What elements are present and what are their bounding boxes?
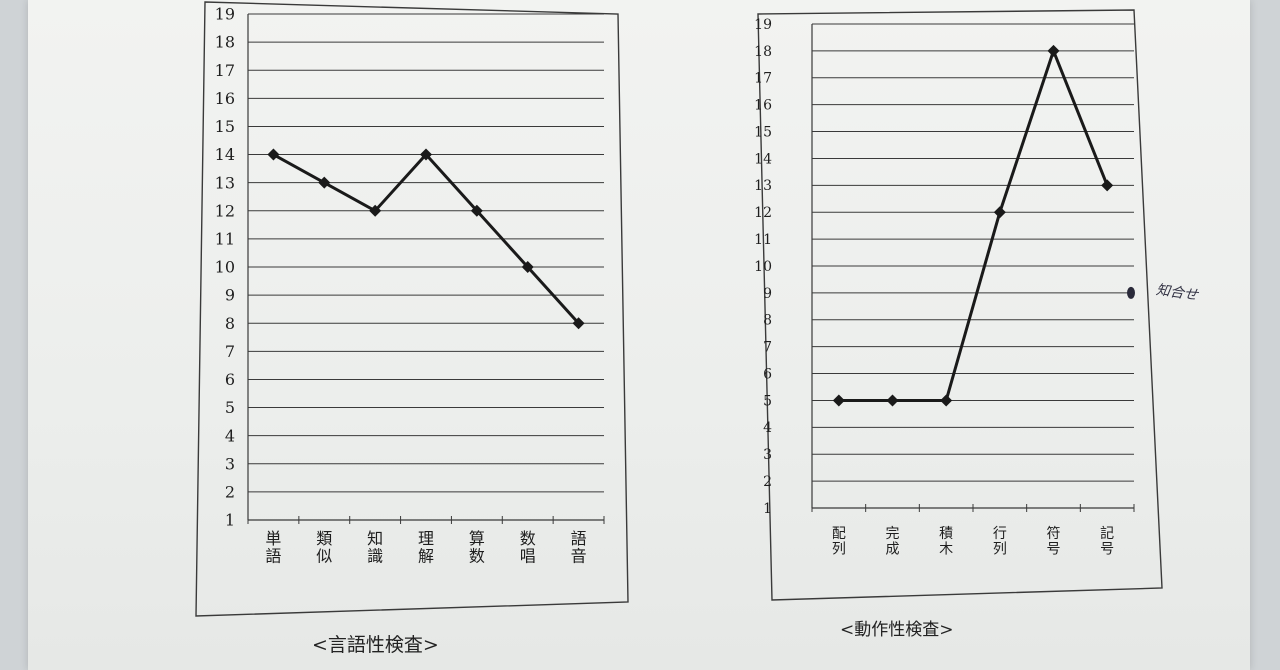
data-point-marker bbox=[521, 261, 534, 273]
y-tick-label: 11 bbox=[215, 229, 235, 248]
y-tick-label: 6 bbox=[225, 370, 235, 389]
y-tick-label: 17 bbox=[754, 71, 772, 87]
y-tick-label: 5 bbox=[763, 393, 772, 409]
y-tick-label: 8 bbox=[763, 313, 772, 329]
x-category-label: 知識 bbox=[367, 529, 383, 566]
y-tick-label: 14 bbox=[215, 145, 235, 164]
y-tick-label: 1 bbox=[763, 501, 772, 517]
data-point-marker bbox=[993, 206, 1006, 219]
y-tick-label: 13 bbox=[754, 178, 772, 194]
series-line bbox=[838, 49, 1109, 402]
y-tick-label: 4 bbox=[763, 420, 772, 436]
y-tick-label: 1 bbox=[225, 511, 235, 530]
x-category-label: 配列 bbox=[832, 526, 846, 557]
y-tick-label: 15 bbox=[215, 117, 235, 136]
y-tick-label: 8 bbox=[225, 314, 235, 333]
y-tick-label: 5 bbox=[225, 398, 235, 417]
y-tick-label: 2 bbox=[225, 482, 235, 501]
x-category-label: 類似 bbox=[316, 529, 332, 566]
y-tick-label: 13 bbox=[215, 173, 235, 192]
y-tick-label: 4 bbox=[225, 426, 235, 445]
y-tick-label: 18 bbox=[754, 44, 772, 60]
y-tick-label: 14 bbox=[754, 151, 772, 167]
data-point-marker bbox=[470, 204, 483, 217]
y-tick-label: 12 bbox=[754, 205, 772, 221]
x-category-label: 数唱 bbox=[520, 529, 536, 566]
y-tick-label: 10 bbox=[215, 258, 235, 277]
y-tick-label: 7 bbox=[225, 342, 235, 361]
data-point-marker bbox=[420, 148, 432, 161]
paper-sheet bbox=[28, 0, 1250, 670]
x-category-label: 行列 bbox=[993, 526, 1007, 557]
data-point-marker bbox=[572, 317, 585, 330]
x-category-label: 単語 bbox=[265, 529, 281, 566]
y-tick-label: 11 bbox=[754, 232, 772, 248]
y-tick-label: 3 bbox=[763, 447, 772, 463]
chart-1: 12345678910111213141516171819単語類似知識理解算数数… bbox=[195, 1, 629, 617]
y-tick-label: 9 bbox=[763, 286, 772, 302]
y-tick-label: 17 bbox=[215, 61, 235, 80]
y-tick-label: 12 bbox=[215, 201, 235, 220]
chart1-caption: <言語性検査> bbox=[312, 634, 439, 656]
y-tick-label: 15 bbox=[754, 124, 772, 140]
data-point-marker bbox=[940, 394, 953, 407]
x-category-label: 理解 bbox=[418, 529, 434, 566]
chart-2: 12345678910111213141516171819配列完成積木行列符号記… bbox=[754, 9, 1163, 601]
y-tick-label: 19 bbox=[754, 17, 772, 33]
data-point-marker bbox=[1047, 44, 1060, 57]
x-category-label: 語音 bbox=[571, 529, 587, 566]
y-tick-label: 19 bbox=[215, 5, 235, 24]
data-point-marker bbox=[369, 204, 382, 217]
x-category-label: 記号 bbox=[1100, 525, 1114, 557]
y-tick-label: 18 bbox=[215, 33, 235, 52]
y-tick-label: 6 bbox=[763, 366, 772, 382]
y-tick-label: 7 bbox=[763, 340, 772, 356]
x-category-label: 完成 bbox=[886, 526, 900, 557]
y-tick-label: 10 bbox=[754, 259, 772, 275]
data-point-marker bbox=[886, 394, 899, 407]
handwritten-point bbox=[1127, 286, 1135, 299]
data-point-marker bbox=[1101, 179, 1114, 192]
y-tick-label: 2 bbox=[763, 474, 772, 490]
chart-frame bbox=[195, 1, 629, 617]
chart2-caption: <動作性検査> bbox=[840, 620, 954, 640]
y-tick-label: 16 bbox=[215, 89, 235, 108]
data-point-marker bbox=[318, 176, 331, 189]
x-category-label: 算数 bbox=[469, 529, 485, 566]
y-tick-label: 16 bbox=[754, 98, 772, 114]
x-category-label: 符号 bbox=[1047, 526, 1061, 557]
x-category-label: 積木 bbox=[939, 526, 953, 557]
y-tick-label: 9 bbox=[225, 286, 235, 305]
data-point-marker bbox=[267, 148, 280, 161]
y-tick-label: 3 bbox=[225, 454, 235, 473]
data-point-marker bbox=[832, 394, 845, 407]
chart-frame bbox=[757, 9, 1163, 601]
